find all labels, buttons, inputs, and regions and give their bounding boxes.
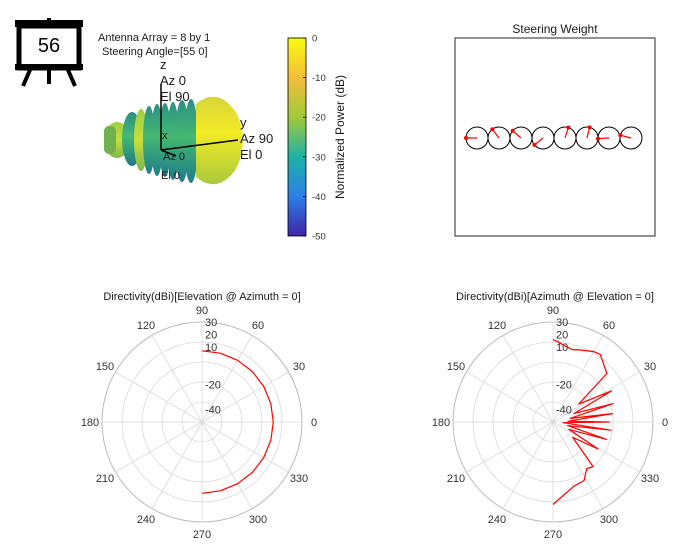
x-axis-az: Az 0 bbox=[163, 151, 186, 163]
colorbar-tick-label: -30 bbox=[312, 152, 326, 163]
polar-grid-spoke bbox=[466, 371, 554, 423]
polar-grid-spoke bbox=[151, 421, 203, 509]
polar-angle-label: 90 bbox=[196, 305, 208, 317]
polar-angle-label: 270 bbox=[544, 529, 562, 541]
x-axis-name: x bbox=[162, 130, 168, 142]
polar-radial-label: -40 bbox=[556, 405, 572, 417]
polar-radial-label: 10 bbox=[556, 342, 568, 354]
polar-radial-label: 30 bbox=[556, 317, 568, 329]
y-axis-line bbox=[160, 139, 239, 151]
polar-angle-label: 0 bbox=[662, 417, 668, 429]
polar-radial-label: 30 bbox=[205, 317, 217, 329]
polar-chart-1: 0 30 60 90 120 150 180 210 240 270 300 330 -40 -20 102… bbox=[432, 305, 668, 541]
polar-angle-label: 0 bbox=[311, 417, 317, 429]
polar-radial-label: 20 bbox=[205, 330, 217, 342]
polar-grid-spoke bbox=[552, 421, 640, 473]
polar-angle-label: 120 bbox=[488, 320, 506, 332]
polar-angle-label: 330 bbox=[641, 473, 659, 485]
steering-weight-arrowhead bbox=[510, 128, 515, 133]
steering-weight-arrowhead bbox=[566, 125, 571, 130]
steering-element-circle bbox=[619, 126, 643, 150]
polar-grid-spoke bbox=[466, 421, 554, 473]
steering-weight-arrowhead bbox=[618, 133, 623, 138]
polar-grid-spoke bbox=[151, 335, 203, 423]
polar-radial-label: -20 bbox=[205, 380, 221, 392]
polar-right-title: Directivity(dBi)[Azimuth @ Elevation = 0… bbox=[456, 291, 654, 303]
steering-angle-label: Steering Angle=[55 0] bbox=[102, 46, 208, 58]
polar-angle-label: 270 bbox=[193, 529, 211, 541]
polar-angle-label: 30 bbox=[644, 361, 656, 373]
steering-title: Steering Weight bbox=[512, 22, 598, 36]
polar-radial-label: -40 bbox=[205, 405, 221, 417]
polar-angle-label: 300 bbox=[600, 514, 618, 526]
polar-series-line bbox=[201, 350, 274, 494]
steering-weight-arrowhead bbox=[596, 136, 601, 141]
main-lobe bbox=[196, 96, 243, 185]
colorbar-tick-label: -10 bbox=[312, 73, 326, 84]
steering-weight-arrowhead bbox=[587, 125, 592, 130]
polar-angle-label: 210 bbox=[447, 473, 465, 485]
z-axis-el: El 90 bbox=[160, 89, 190, 104]
polar-grid-spoke bbox=[115, 421, 203, 473]
polar-chart-0: 0306090120150180210240270300330-40-20102… bbox=[81, 305, 317, 541]
colorbar bbox=[287, 37, 307, 237]
polar-angle-label: 210 bbox=[96, 473, 114, 485]
polar-grid-spoke bbox=[201, 335, 253, 423]
polar-angle-label: 120 bbox=[137, 320, 155, 332]
polar-left-title: Directivity(dBi)[Elevation @ Azimuth = 0… bbox=[103, 291, 301, 303]
array-size-label: Antenna Array = 8 by 1 bbox=[98, 32, 211, 44]
side-lobes bbox=[122, 99, 198, 183]
z-axis-az: Az 0 bbox=[160, 73, 187, 88]
colorbar-tick-label: -20 bbox=[312, 113, 326, 124]
colorbar-tick-label: -40 bbox=[312, 192, 326, 203]
colorbar-tick-label: 0 bbox=[312, 34, 317, 45]
polar-angle-label: 150 bbox=[447, 361, 465, 373]
polar-grid-spoke bbox=[201, 421, 253, 509]
steering-weight-arrowhead bbox=[464, 136, 468, 140]
steering-weight-arrowhead bbox=[490, 127, 495, 132]
polar-angle-label: 60 bbox=[603, 320, 615, 332]
colorbar-tick-label: -50 bbox=[312, 232, 326, 243]
polar-grid-spoke bbox=[115, 371, 203, 423]
polar-grid-spoke bbox=[552, 421, 604, 509]
x-axis-el: El 0 bbox=[161, 170, 180, 182]
x-axis-line bbox=[160, 149, 177, 157]
z-axis-name: z bbox=[160, 57, 167, 72]
back-lobe-cap bbox=[104, 126, 116, 154]
polar-angle-label: 330 bbox=[290, 473, 308, 485]
polar-grid-spoke bbox=[502, 335, 554, 423]
polar-radial-label: -20 bbox=[556, 380, 572, 392]
polar-grid-spoke bbox=[552, 335, 604, 423]
polar-series-line bbox=[552, 338, 614, 505]
polar-radial-label: 20 bbox=[556, 330, 568, 342]
steering-weight-arrowhead bbox=[532, 142, 537, 147]
polar-angle-label: 180 bbox=[432, 417, 450, 429]
polar-angle-label: 30 bbox=[293, 361, 305, 373]
polar-grid-spoke bbox=[201, 371, 289, 423]
y-axis-el: El 0 bbox=[240, 147, 263, 162]
polar-angle-label: 300 bbox=[249, 514, 267, 526]
polar-angle-label: 240 bbox=[488, 514, 506, 526]
badge-number: 56 bbox=[37, 35, 61, 57]
y-axis-az: Az 90 bbox=[240, 131, 274, 146]
y-axis-name: y bbox=[240, 115, 247, 130]
polar-grid-spoke bbox=[502, 421, 554, 509]
polar-angle-label: 180 bbox=[81, 417, 99, 429]
polar-angle-label: 60 bbox=[252, 320, 264, 332]
polar-angle-label: 90 bbox=[547, 305, 559, 317]
polar-angle-label: 240 bbox=[137, 514, 155, 526]
polar-grid-spoke bbox=[201, 421, 289, 473]
polar-angle-label: 150 bbox=[96, 361, 114, 373]
